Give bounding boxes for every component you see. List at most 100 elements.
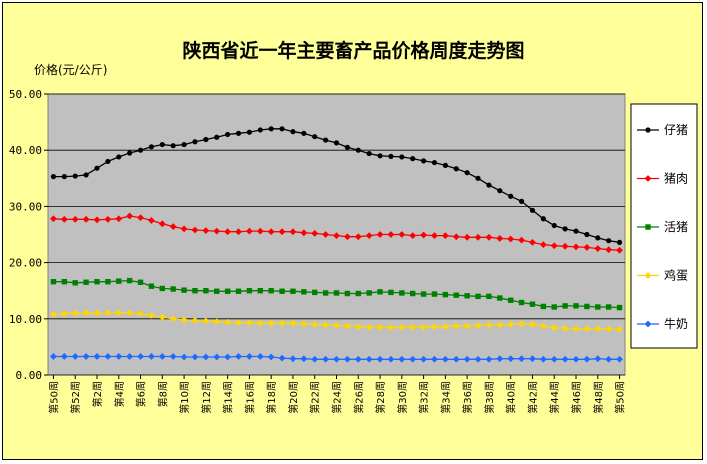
data-point-3-37: [452, 322, 460, 330]
data-point-4-41: [496, 355, 504, 363]
data-point-2-41: [497, 295, 503, 301]
data-point-1-26: [333, 232, 340, 240]
data-point-0-49: [584, 231, 590, 238]
data-point-0-6: [116, 154, 122, 160]
data-point-4-30: [376, 355, 384, 363]
data-point-0-43: [518, 198, 525, 204]
data-point-4-5: [104, 353, 112, 360]
data-point-4-40: [485, 355, 493, 363]
data-point-2-18: [246, 288, 253, 294]
data-point-3-33: [409, 323, 417, 331]
data-point-1-36: [441, 232, 449, 240]
data-point-2-36: [442, 291, 449, 298]
data-point-2-31: [388, 289, 394, 296]
data-point-4-16: [224, 353, 232, 361]
data-point-2-24: [312, 289, 318, 296]
data-point-4-44: [529, 355, 536, 363]
data-point-1-33: [409, 232, 417, 240]
data-point-3-28: [354, 323, 362, 331]
data-point-3-17: [235, 319, 242, 327]
data-point-4-2: [71, 353, 79, 360]
data-point-0-36: [442, 162, 448, 168]
data-point-0-22: [290, 129, 296, 135]
legend-marker-4: [644, 320, 652, 328]
data-point-2-46: [551, 304, 557, 310]
data-point-3-43: [518, 320, 525, 328]
data-point-4-9: [148, 353, 155, 360]
data-point-4-48: [572, 355, 580, 363]
data-point-0-35: [431, 159, 438, 166]
data-point-1-24: [311, 229, 319, 237]
data-point-1-34: [420, 231, 427, 239]
data-point-4-49: [583, 355, 591, 363]
x-tick-label: 第10周: [178, 381, 191, 414]
data-point-3-19: [256, 319, 264, 327]
data-point-2-44: [529, 301, 536, 307]
data-point-1-11: [169, 223, 177, 231]
data-point-3-40: [485, 321, 493, 329]
data-point-0-14: [203, 136, 209, 143]
data-point-1-51: [605, 246, 613, 254]
data-point-4-21: [278, 354, 286, 362]
data-point-2-21: [279, 288, 285, 294]
data-point-2-35: [431, 291, 438, 297]
data-point-1-8: [137, 214, 144, 222]
data-point-0-7: [127, 150, 133, 156]
data-point-4-11: [169, 353, 177, 360]
data-point-4-1: [60, 353, 68, 360]
data-point-2-14: [203, 288, 209, 294]
data-point-3-15: [213, 318, 221, 326]
data-point-2-39: [475, 293, 481, 300]
data-point-3-1: [60, 310, 68, 318]
data-point-0-26: [333, 140, 340, 146]
legend-marker-0: [645, 127, 651, 133]
data-point-2-30: [377, 289, 383, 295]
legend-label-1: 猪肉: [664, 172, 688, 186]
x-tick-label: 第14周: [222, 381, 235, 414]
data-point-0-15: [214, 134, 220, 140]
data-point-3-36: [441, 323, 449, 331]
data-point-4-26: [333, 355, 340, 363]
data-point-3-23: [300, 320, 308, 328]
data-point-3-38: [463, 322, 471, 330]
data-point-0-20: [268, 126, 274, 132]
data-point-3-4: [93, 309, 101, 317]
data-point-3-52: [616, 326, 623, 333]
data-point-0-41: [497, 188, 503, 194]
data-point-1-1: [60, 215, 68, 223]
data-point-2-17: [235, 288, 242, 294]
data-point-1-17: [235, 228, 242, 236]
data-point-0-33: [410, 156, 416, 162]
data-point-1-5: [104, 215, 112, 223]
data-point-3-14: [202, 317, 210, 325]
data-point-4-27: [343, 355, 351, 363]
data-point-4-31: [387, 355, 395, 363]
data-point-3-51: [605, 325, 613, 333]
data-point-2-50: [595, 304, 601, 310]
data-point-3-22: [289, 319, 297, 327]
data-point-0-37: [453, 166, 459, 172]
data-point-0-11: [170, 143, 176, 149]
x-tick-label: 第22周: [309, 381, 322, 414]
data-point-0-9: [148, 144, 155, 150]
data-point-2-22: [290, 288, 296, 294]
data-point-1-14: [202, 227, 210, 234]
data-point-3-24: [311, 321, 319, 328]
data-point-4-46: [550, 355, 558, 363]
data-point-4-37: [452, 355, 460, 363]
data-point-0-44: [529, 207, 536, 213]
data-point-1-37: [452, 233, 460, 241]
data-point-0-45: [540, 216, 546, 222]
data-point-4-35: [431, 355, 438, 363]
data-point-3-21: [278, 319, 286, 327]
y-tick-label: 40.00: [9, 144, 42, 157]
data-point-3-44: [529, 321, 536, 328]
data-point-2-3: [83, 279, 89, 285]
data-point-2-38: [464, 293, 470, 299]
data-point-1-15: [213, 227, 221, 235]
data-point-4-38: [463, 355, 471, 363]
data-point-0-50: [595, 235, 601, 241]
data-point-2-32: [399, 290, 405, 296]
data-point-2-49: [584, 303, 590, 310]
data-point-4-19: [256, 353, 264, 360]
